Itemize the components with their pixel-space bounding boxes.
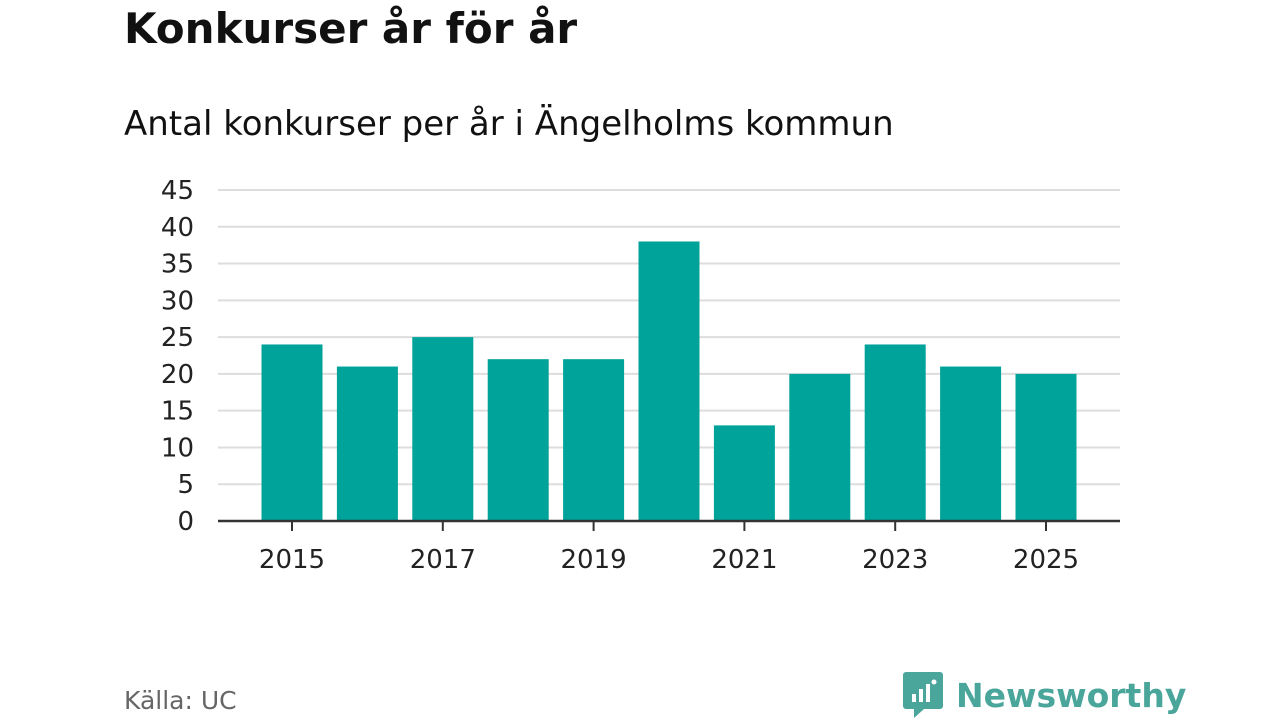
x-tick-label: 2021 bbox=[711, 545, 777, 575]
y-tick-label: 45 bbox=[161, 176, 194, 206]
bar-2017 bbox=[412, 337, 474, 521]
bar-2016 bbox=[336, 366, 398, 521]
x-tick-label: 2023 bbox=[862, 545, 928, 575]
brand-logo: Newsworthy bbox=[902, 670, 1186, 720]
bar-2025 bbox=[1015, 373, 1077, 521]
x-tick-label: 2025 bbox=[1013, 545, 1079, 575]
bar-2022 bbox=[789, 373, 851, 521]
x-tick-label: 2017 bbox=[410, 545, 476, 575]
y-tick-label: 10 bbox=[161, 433, 194, 463]
newsworthy-logo-icon bbox=[903, 672, 943, 718]
y-tick-label: 20 bbox=[161, 360, 194, 390]
brand-name: Newsworthy bbox=[956, 675, 1187, 715]
bar-2021 bbox=[713, 425, 775, 521]
y-tick-label: 35 bbox=[161, 250, 194, 280]
bar-2023 bbox=[864, 344, 926, 521]
y-tick-label: 0 bbox=[177, 507, 194, 537]
y-tick-label: 15 bbox=[161, 397, 194, 427]
y-tick-label: 40 bbox=[161, 213, 194, 243]
bars bbox=[261, 241, 1077, 521]
bar-2019 bbox=[563, 359, 625, 521]
x-tick-label: 2019 bbox=[561, 545, 627, 575]
source-note: Källa: UC bbox=[124, 686, 237, 715]
y-tick-label: 25 bbox=[161, 323, 194, 353]
y-tick-label: 5 bbox=[177, 470, 194, 500]
chart-title: Konkurser år för år bbox=[124, 4, 578, 53]
bar-2015 bbox=[261, 344, 323, 521]
bar-2024 bbox=[940, 366, 1002, 521]
bar-2018 bbox=[487, 359, 549, 521]
chart-subtitle: Antal konkurser per år i Ängelholms komm… bbox=[124, 104, 894, 144]
bar-2020 bbox=[638, 241, 700, 521]
y-tick-label: 30 bbox=[161, 286, 194, 316]
x-tick-label: 2015 bbox=[259, 545, 325, 575]
